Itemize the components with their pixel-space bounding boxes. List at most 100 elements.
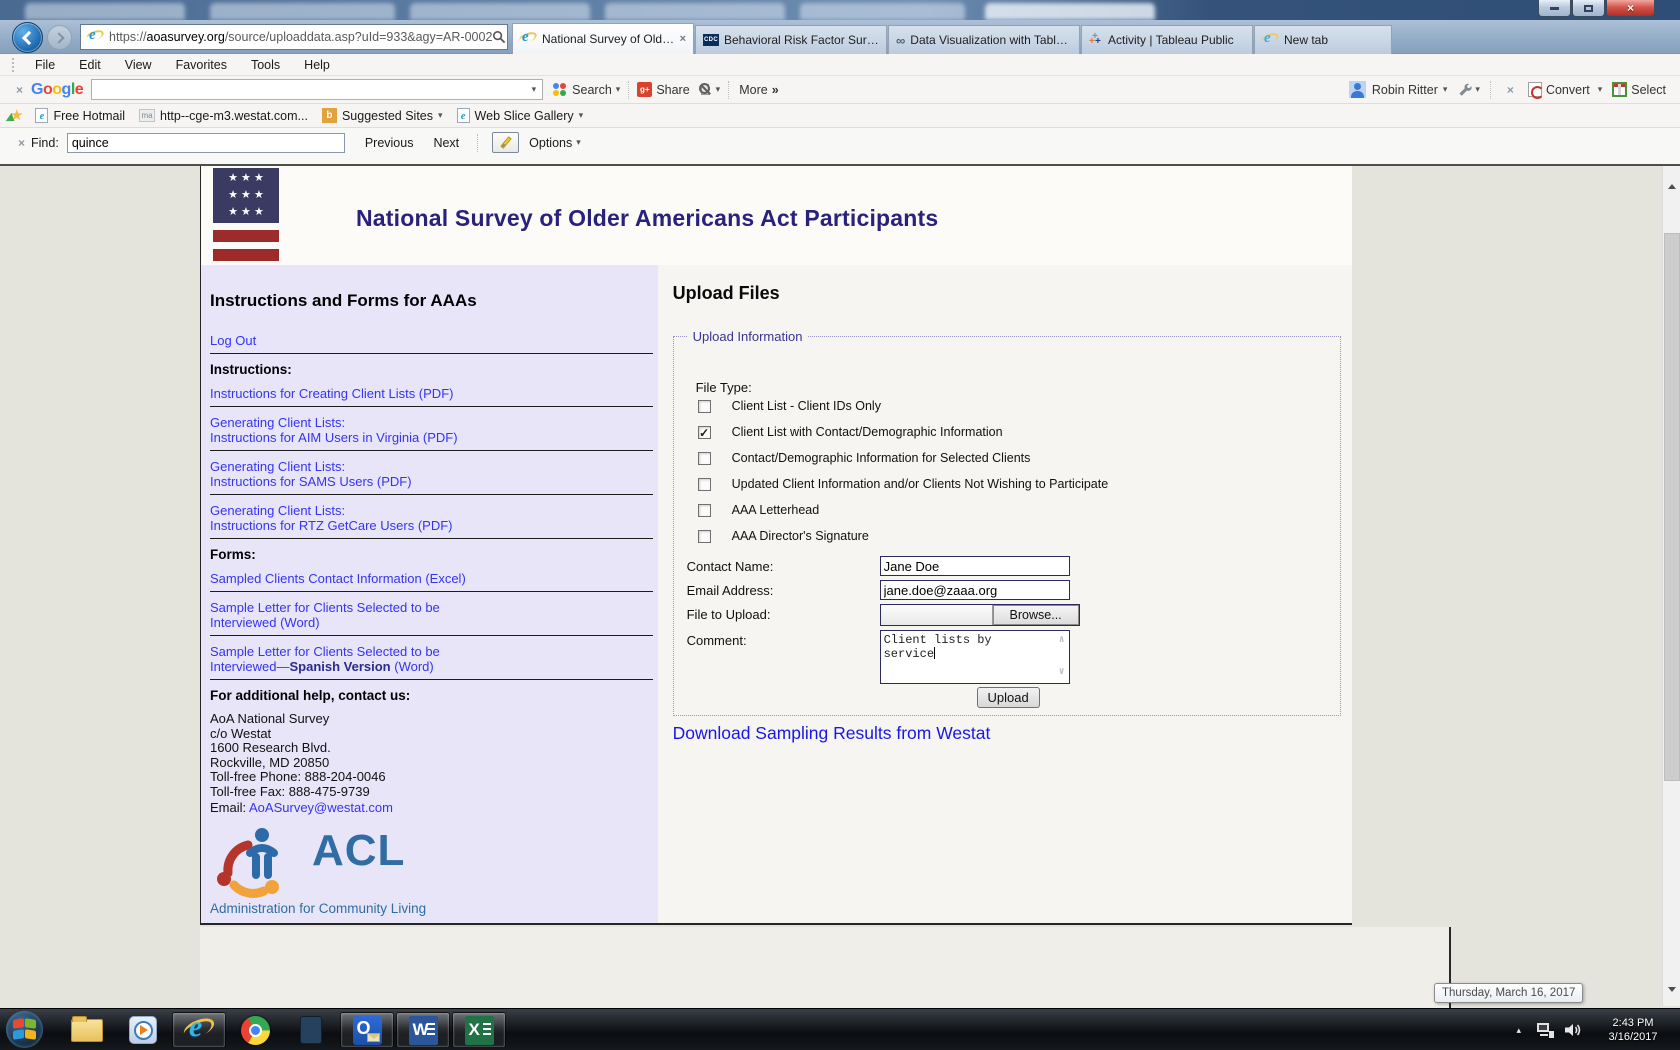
blocked-dropdown-icon[interactable]: ▾ [715, 84, 721, 94]
checkbox-client-list-contact[interactable]: ✓ [697, 425, 711, 440]
speaker-icon[interactable] [1564, 1022, 1582, 1038]
checkbox-label: Client List with Contact/Demographic Inf… [731, 425, 1003, 439]
email-address-label: Email Address: [686, 583, 774, 598]
user-account-button[interactable]: Robin Ritter [1371, 82, 1438, 97]
taskbar-ie-button[interactable]: e [172, 1010, 226, 1048]
link-aim-users-virginia[interactable]: Generating Client Lists: Instructions fo… [210, 415, 458, 445]
network-icon[interactable] [1537, 1022, 1554, 1038]
favorite-suggested-sites[interactable]: b Suggested Sites ▾ [318, 108, 447, 123]
find-next-button[interactable]: Next [433, 135, 460, 150]
scrollbar-thumb[interactable] [1664, 233, 1680, 781]
checkbox-updated-client-info[interactable] [697, 477, 711, 491]
link-sams-users[interactable]: Generating Client Lists: Instructions fo… [210, 459, 412, 489]
favorite-web-slice-gallery[interactable]: e Web Slice Gallery ▾ [453, 108, 588, 123]
start-button[interactable] [6, 1011, 43, 1048]
close-toolbar-icon[interactable]: × [16, 82, 24, 97]
blocked-popups-icon[interactable] [698, 82, 713, 97]
link-sample-letter[interactable]: Sample Letter for Clients Selected to be… [210, 600, 440, 630]
options-dropdown-icon[interactable]: ▾ [576, 137, 581, 147]
menu-edit[interactable]: Edit [79, 57, 101, 72]
close-window-button[interactable]: × [1606, 0, 1655, 17]
favorite-free-hotmail[interactable]: e Free Hotmail [31, 108, 129, 123]
search-options-dropdown-icon[interactable]: ▾ [615, 84, 621, 94]
tab-tableau-public[interactable]: + + + Activity | Tableau Public [1081, 25, 1253, 54]
find-input[interactable] [66, 132, 345, 153]
upload-button[interactable]: Upload [976, 687, 1040, 708]
search-dropdown-icon[interactable]: ▾ [531, 84, 537, 94]
tab-brfss[interactable]: CDC Behavioral Risk Factor Surveilla... [695, 25, 887, 54]
taskbar-calculator-button[interactable] [284, 1012, 338, 1048]
taskbar-excel-button[interactable]: X [452, 1012, 506, 1048]
menu-view[interactable]: View [124, 57, 152, 72]
download-sampling-results-link[interactable]: Download Sampling Results from Westat [672, 723, 991, 743]
taskbar-explorer-button[interactable] [60, 1012, 114, 1048]
taskbar-outlook-button[interactable]: O [340, 1012, 394, 1048]
page-scrollbar[interactable] [1662, 166, 1680, 1006]
taskbar-media-player-button[interactable] [116, 1012, 170, 1048]
contact-name-input[interactable] [879, 556, 1070, 576]
taskbar-word-button[interactable]: W [396, 1012, 450, 1048]
link-sample-letter-spanish[interactable]: Sample Letter for Clients Selected to be… [210, 644, 440, 674]
google-search-button[interactable]: Search [572, 82, 612, 97]
link-sampled-clients-contact[interactable]: Sampled Clients Contact Information (Exc… [210, 571, 466, 586]
address-bar[interactable]: e https://aoasurvey.org/source/uploaddat… [80, 24, 508, 50]
browse-button[interactable]: Browse... [992, 605, 1079, 625]
favorite-dropdown-icon[interactable]: ▾ [578, 110, 584, 120]
taskbar-chrome-button[interactable] [228, 1012, 282, 1048]
taskbar-clock[interactable]: 2:43 PM 3/16/2017 [1594, 1016, 1672, 1044]
select-button[interactable]: Select [1631, 82, 1666, 97]
window-controls: × [1538, 0, 1656, 17]
close-find-icon[interactable]: × [18, 135, 26, 150]
google-search-input[interactable]: ▾ [91, 79, 544, 100]
scrollbar-up-button[interactable] [1663, 178, 1680, 195]
favorite-dropdown-icon[interactable]: ▾ [438, 110, 443, 120]
tab-national-survey[interactable]: e National Survey of Older A... × [512, 23, 694, 54]
convert-dropdown-icon[interactable]: ▾ [1597, 84, 1603, 94]
menu-file[interactable]: File [35, 57, 56, 72]
tab-new-tab[interactable]: e New tab [1254, 25, 1392, 54]
menu-tools[interactable]: Tools [250, 57, 281, 72]
highlight-all-button[interactable] [492, 132, 520, 153]
checkbox-aaa-director-signature[interactable] [697, 529, 711, 543]
checkbox-aaa-letterhead[interactable] [697, 503, 711, 517]
file-path-input[interactable] [880, 605, 993, 625]
favorite-westat[interactable]: ma http--cge-m3.westat.com... [135, 109, 312, 123]
scroll-up-icon[interactable]: ∧ [1058, 635, 1065, 646]
bing-icon: b [321, 108, 337, 123]
find-options-button[interactable]: Options [529, 135, 573, 150]
help-label: For additional help, contact us: [210, 688, 411, 703]
wrench-dropdown-icon[interactable]: ▾ [1475, 84, 1480, 94]
share-button[interactable]: Share [656, 82, 690, 97]
maximize-button[interactable] [1572, 0, 1605, 17]
scroll-down-icon[interactable]: ∨ [1058, 667, 1065, 678]
email-link[interactable]: AoASurvey@westat.com [249, 800, 393, 815]
search-icon[interactable] [492, 30, 506, 44]
find-previous-button[interactable]: Previous [364, 135, 414, 150]
link-creating-client-lists[interactable]: Instructions for Creating Client Lists (… [210, 386, 454, 401]
file-type-label: File Type: [695, 380, 752, 395]
add-favorite-icon[interactable]: ★ [10, 106, 24, 124]
tab-close-icon[interactable]: × [679, 33, 686, 45]
wrench-icon[interactable] [1457, 82, 1472, 97]
logout-link[interactable]: Log Out [210, 333, 257, 348]
tab-data-visualization[interactable]: ∞ Data Visualization with Tablea... [888, 25, 1080, 54]
more-button[interactable]: More [739, 82, 768, 97]
google-toolbar-right: Robin Ritter ▾ ▾ × Convert ▾ Select [1348, 80, 1680, 99]
link-rtz-getcare-users[interactable]: Generating Client Lists: Instructions fo… [210, 503, 453, 533]
internet-explorer-icon: e [181, 1010, 217, 1044]
tray-hidden-icons-button[interactable]: ▴ [1516, 1024, 1521, 1035]
minimize-button[interactable] [1538, 0, 1571, 17]
convert-button[interactable]: Convert [1545, 82, 1590, 97]
menu-help[interactable]: Help [304, 57, 330, 72]
scrollbar-down-button[interactable] [1663, 981, 1680, 998]
forward-button[interactable] [47, 25, 72, 50]
email-address-input[interactable] [879, 580, 1070, 600]
menu-favorites[interactable]: Favorites [175, 57, 227, 72]
user-dropdown-icon[interactable]: ▾ [1442, 84, 1448, 94]
checkbox-client-ids-only[interactable] [697, 399, 711, 413]
comment-textarea[interactable]: Client lists by service ∧ ∨ [879, 630, 1070, 684]
textarea-scrollbar[interactable]: ∧ ∨ [1056, 631, 1068, 683]
close-addon-icon[interactable]: × [1506, 82, 1514, 97]
checkbox-contact-demographic[interactable] [697, 451, 711, 465]
back-button[interactable] [12, 22, 43, 53]
